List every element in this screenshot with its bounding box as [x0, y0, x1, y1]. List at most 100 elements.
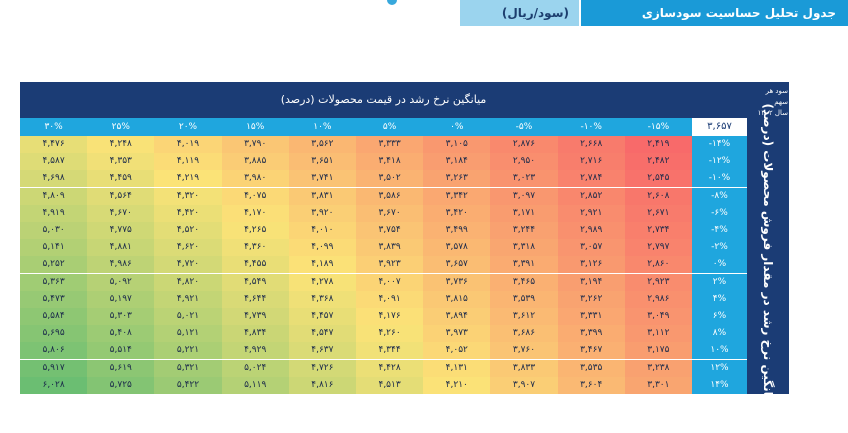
table-cell: ۲,۷۱۶ [557, 153, 625, 171]
table-cell: ۵,۵۱۴ [87, 342, 155, 360]
table-cell: ۲,۷۳۴ [624, 222, 692, 239]
table-cell: ۵,۷۲۵ [87, 376, 155, 394]
table-cell: ۳,۳۹۹ [557, 325, 625, 343]
row-header: ۱۰% [692, 342, 747, 360]
table-cell: ۳,۸۱۵ [423, 290, 491, 308]
table-cell: ۴,۴۵۹ [87, 170, 155, 188]
table-cell: ۳,۲۳۸ [624, 359, 692, 377]
table-cell: ۴,۸۰۹ [20, 187, 88, 205]
table-cell: ۵,۰۲۴ [221, 359, 289, 377]
table-cell: ۳,۰۲۳ [490, 170, 558, 188]
table-cell: ۲,۶۶۸ [557, 136, 625, 153]
table-cell: ۳,۸۳۹ [356, 239, 424, 257]
table-cell: ۵,۹۱۷ [20, 359, 88, 377]
table-cell: ۴,۶۳۷ [288, 342, 356, 360]
table-cell: ۳,۴۹۹ [423, 222, 491, 239]
sensitivity-table: میانگین نرخ رشد در قیمت محصولات (درصد) س… [20, 82, 789, 408]
table-cell: ۳,۳۰۱ [624, 376, 692, 394]
table-cell: ۲,۵۴۵ [624, 170, 692, 188]
table-cell: ۴,۲۶۵ [221, 222, 289, 239]
table-cell: ۳,۱۱۲ [624, 325, 692, 343]
table-cell: ۳,۳۴۲ [423, 187, 491, 205]
table-cell: ۲,۶۷۱ [624, 204, 692, 222]
table-cell: ۴,۸۸۱ [87, 239, 155, 257]
table-cell: ۴,۶۷۰ [87, 204, 155, 222]
table-cell: ۵,۲۵۲ [20, 256, 88, 274]
table-cell: ۴,۶۴۴ [221, 290, 289, 308]
row-header: -۲% [692, 239, 747, 257]
table-cell: ۳,۹۲۰ [288, 204, 356, 222]
table-cell: ۴,۰۹۹ [288, 239, 356, 257]
table-cell: ۲,۸۷۶ [490, 136, 558, 153]
table-cell: ۲,۹۵۰ [490, 153, 558, 171]
column-header: ۲۰% [154, 118, 222, 136]
row-header: ۶% [692, 308, 747, 325]
table-cell: ۴,۶۹۸ [20, 170, 88, 188]
table-cell: ۵,۰۲۱ [154, 308, 222, 325]
table-cell: ۴,۴۲۰ [154, 204, 222, 222]
table-cell: ۵,۰۹۲ [87, 273, 155, 291]
table-cell: ۴,۱۳۱ [423, 359, 491, 377]
year-label: سال ۱۴۰۲ [757, 109, 788, 117]
table-cell: ۴,۰۵۲ [423, 342, 491, 360]
table-cell: ۴,۷۷۵ [87, 222, 155, 239]
table-cell: ۴,۲۱۹ [154, 170, 222, 188]
table-cell: ۳,۹۷۳ [423, 325, 491, 343]
table-cell: ۳,۷۶۰ [490, 342, 558, 360]
table-cell: ۴,۲۶۰ [356, 325, 424, 343]
table-cell: ۴,۵۴۷ [288, 325, 356, 343]
table-cell: ۳,۵۰۲ [356, 170, 424, 188]
table-cell: ۴,۳۵۳ [87, 153, 155, 171]
table-cell: ۴,۵۱۳ [356, 376, 424, 394]
row-header: ۱۲% [692, 359, 747, 377]
column-header: ۰% [423, 118, 491, 136]
table-cell: ۵,۴۲۲ [154, 376, 222, 394]
table-cell: ۴,۰۷۵ [221, 187, 289, 205]
table-cell: ۵,۳۶۳ [20, 273, 88, 291]
corner-label: سود هر سهم سال ۱۴۰۲ [750, 86, 788, 119]
table-cell: ۳,۶۰۴ [557, 376, 625, 394]
table-cell: ۳,۴۲۰ [423, 204, 491, 222]
table-cell: ۳,۲۶۳ [423, 170, 491, 188]
table-cell: ۴,۰۹۱ [356, 290, 424, 308]
table-cell: ۴,۰۱۹ [154, 136, 222, 153]
table-cell: ۳,۰۹۷ [490, 187, 558, 205]
table-cell: ۴,۹۲۱ [154, 290, 222, 308]
table-cell: ۳,۶۸۶ [490, 325, 558, 343]
table-title: جدول تحلیل حساسیت سودسازی [641, 6, 836, 20]
table-cell: ۲,۴۱۹ [624, 136, 692, 153]
table-cell: ۴,۱۷۶ [356, 308, 424, 325]
table-cell: ۵,۱۹۷ [87, 290, 155, 308]
table-cell: ۴,۱۷۰ [221, 204, 289, 222]
table-cell: ۵,۲۲۱ [154, 342, 222, 360]
table-cell: ۳,۶۱۲ [490, 308, 558, 325]
table-cell: ۵,۶۹۵ [20, 325, 88, 343]
table-cell: ۴,۷۲۰ [154, 256, 222, 274]
table-cell: ۴,۰۱۰ [288, 222, 356, 239]
table-cell: ۵,۰۳۰ [20, 222, 88, 239]
table-cell: ۳,۷۳۶ [423, 273, 491, 291]
table-cell: ۲,۹۲۳ [624, 273, 692, 291]
table-cell: ۳,۵۳۹ [490, 290, 558, 308]
table-cell: ۴,۴۵۷ [288, 308, 356, 325]
table-cell: ۴,۴۷۶ [20, 136, 88, 153]
table-cell: ۲,۷۹۷ [624, 239, 692, 257]
table-cell: ۴,۱۱۹ [154, 153, 222, 171]
table-cell: ۳,۳۳۱ [557, 308, 625, 325]
table-cell: ۴,۹۱۹ [20, 204, 88, 222]
table-cell: ۶,۰۲۸ [20, 376, 88, 394]
table-cell: ۴,۲۴۸ [87, 136, 155, 153]
table-cell: ۴,۸۱۶ [288, 376, 356, 394]
base-eps-value: ۳,۶۵۷ [692, 118, 747, 136]
table-cell: ۳,۷۹۰ [221, 136, 289, 153]
table-cell: ۴,۹۸۶ [87, 256, 155, 274]
table-cell: ۴,۵۶۴ [87, 187, 155, 205]
table-cell: ۳,۷۴۱ [288, 170, 356, 188]
table-cell: ۴,۹۲۹ [221, 342, 289, 360]
row-header: ۲% [692, 273, 747, 291]
row-header: -۴% [692, 222, 747, 239]
table-cell: ۳,۴۶۵ [490, 273, 558, 291]
table-cell: ۳,۱۸۴ [423, 153, 491, 171]
volume-growth-title: میانگین نرخ رشد در مقدار فروش محصولات (د… [761, 103, 775, 409]
table-cell: ۵,۳۲۱ [154, 359, 222, 377]
